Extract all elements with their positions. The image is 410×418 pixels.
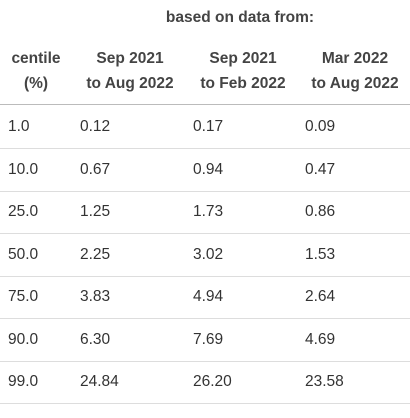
table-cell: 1.25 xyxy=(80,203,111,220)
table-cell: 1.73 xyxy=(193,203,224,220)
table-cell: 4.94 xyxy=(193,288,224,305)
table-cell: 7.69 xyxy=(193,330,224,348)
table-cell: 6.30 xyxy=(80,330,111,348)
row-divider xyxy=(0,403,410,404)
table-cell: 1.53 xyxy=(305,245,336,263)
row-divider xyxy=(0,190,410,192)
table-caption: based on data from: xyxy=(165,9,315,26)
column-header: to Feb 2022 xyxy=(200,75,286,92)
table-cell: 4.69 xyxy=(305,330,336,348)
row-divider xyxy=(0,148,410,149)
column-header: to Aug 2022 xyxy=(311,75,399,92)
table-cell: 90.0 xyxy=(8,330,39,348)
column-header: Mar 2022 xyxy=(321,50,389,67)
row-divider xyxy=(0,275,410,277)
table-cell: 50.0 xyxy=(8,245,39,263)
column-header: Sep 2021 xyxy=(96,50,164,67)
table-cell: 75.0 xyxy=(8,288,39,305)
column-header: Sep 2021 xyxy=(209,50,277,67)
table-cell: 0.12 xyxy=(80,118,111,135)
table-cell: 24.84 xyxy=(80,373,119,390)
table-cell: 0.09 xyxy=(305,118,336,135)
table-cell: 25.0 xyxy=(8,203,39,220)
table-cell: 0.86 xyxy=(305,203,336,220)
table-cell: 26.20 xyxy=(193,373,232,390)
column-header: centile xyxy=(11,50,61,67)
column-header: to Aug 2022 xyxy=(86,75,174,92)
table-cell: 0.17 xyxy=(193,118,224,135)
table-cell: 2.64 xyxy=(305,288,336,305)
table-cell: 0.67 xyxy=(80,160,111,178)
table-cell: 0.94 xyxy=(193,160,224,178)
table-cell: 3.02 xyxy=(193,245,224,263)
row-divider xyxy=(0,318,410,319)
table-cell: 2.25 xyxy=(80,245,111,263)
table-cell: 0.47 xyxy=(305,160,336,178)
column-header: (%) xyxy=(23,75,49,92)
table-cell: 1.0 xyxy=(8,118,30,135)
table-cell: 3.83 xyxy=(80,288,111,305)
table-cell: 99.0 xyxy=(8,373,39,390)
table-cell: 10.0 xyxy=(8,160,39,178)
row-divider xyxy=(0,360,410,362)
row-divider xyxy=(0,233,410,234)
table-cell: 23.58 xyxy=(305,373,344,390)
header-divider xyxy=(0,104,410,105)
